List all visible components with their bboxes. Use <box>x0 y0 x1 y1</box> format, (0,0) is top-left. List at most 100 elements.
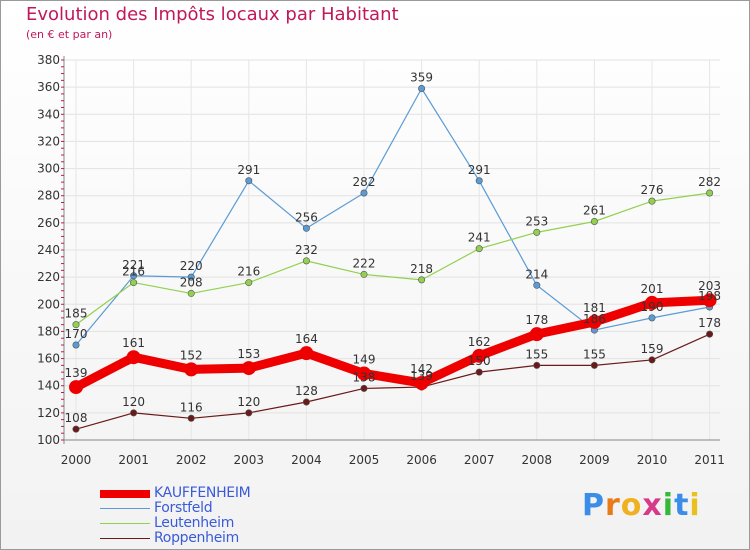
data-point-leutenheim <box>648 197 656 205</box>
legend-label-forstfeld: Forstfeld <box>154 500 213 516</box>
y-tick-label: 160 <box>37 352 60 366</box>
data-point-roppenheim <box>648 356 656 364</box>
data-label-forstfeld: 186 <box>583 312 606 326</box>
data-label-roppenheim: 116 <box>180 400 203 414</box>
legend-label-leutenheim: Leutenheim <box>154 515 235 531</box>
data-point-leutenheim <box>533 228 541 236</box>
data-label-forstfeld: 190 <box>641 300 664 314</box>
data-label-leutenheim: 282 <box>698 175 721 189</box>
chart-title: Evolution des Impôts locaux par Habitant <box>26 4 399 25</box>
data-point-forstfeld <box>72 341 80 349</box>
legend-item-leutenheim: Leutenheim <box>100 515 300 531</box>
series-line-leutenheim <box>75 192 710 326</box>
data-point-forstfeld <box>187 273 195 281</box>
data-label-roppenheim: 138 <box>353 370 376 384</box>
x-tick-label: 2011 <box>694 453 725 467</box>
x-tick-label: 2006 <box>406 453 437 467</box>
data-point-leutenheim <box>360 270 368 278</box>
data-point-forstfeld <box>533 281 541 289</box>
x-tick-label: 2002 <box>176 453 207 467</box>
logo-letter: r <box>605 488 621 523</box>
x-tick-label: 2008 <box>522 453 553 467</box>
data-point-roppenheim <box>706 330 714 338</box>
data-label-forstfeld: 291 <box>468 163 491 177</box>
data-label-roppenheim: 155 <box>525 347 548 361</box>
data-point-kauffenheim <box>645 295 659 310</box>
legend-label-roppenheim: Roppenheim <box>154 530 239 546</box>
data-point-kauffenheim <box>587 314 602 329</box>
data-label-forstfeld: 359 <box>410 71 433 85</box>
y-tick-label: 220 <box>37 270 60 284</box>
data-point-leutenheim <box>130 279 138 287</box>
data-label-kauffenheim: 164 <box>295 332 318 346</box>
series-line-kauffenheim <box>73 295 710 392</box>
data-label-kauffenheim: 153 <box>237 347 260 361</box>
data-label-roppenheim: 178 <box>698 316 721 330</box>
data-label-kauffenheim: 139 <box>65 366 88 380</box>
series-layer <box>69 85 717 433</box>
data-label-leutenheim: 218 <box>410 262 433 276</box>
chart-subtitle: (en € et par an) <box>26 28 113 41</box>
logo-letter: P <box>582 488 605 523</box>
logo-letter: t <box>674 488 690 523</box>
data-label-leutenheim: 216 <box>237 265 260 279</box>
y-tick-label: 180 <box>37 324 60 338</box>
data-label-roppenheim: 155 <box>583 347 606 361</box>
data-point-forstfeld <box>245 177 253 185</box>
y-tick-label: 380 <box>37 53 60 67</box>
data-label-leutenheim: 253 <box>525 214 548 228</box>
data-label-forstfeld: 214 <box>525 267 548 281</box>
data-point-roppenheim <box>590 361 598 369</box>
data-point-roppenheim <box>533 361 541 369</box>
legend-item-roppenheim: Roppenheim <box>100 530 300 546</box>
data-label-leutenheim: 222 <box>353 256 376 270</box>
y-tick-label: 360 <box>37 80 60 94</box>
data-point-kauffenheim <box>184 362 199 377</box>
data-point-leutenheim <box>302 257 310 265</box>
series-line-roppenheim <box>75 333 710 430</box>
data-label-leutenheim: 241 <box>468 231 491 245</box>
legend-item-forstfeld: Forstfeld <box>100 500 300 516</box>
data-point-leutenheim <box>475 245 483 253</box>
data-point-roppenheim <box>475 368 483 376</box>
logo-letter: x <box>642 488 663 523</box>
data-label-roppenheim: 150 <box>468 354 491 368</box>
data-point-leutenheim <box>418 276 426 284</box>
data-label-kauffenheim: 152 <box>180 348 203 362</box>
data-label-roppenheim: 120 <box>122 395 145 409</box>
logo-letter: i <box>662 488 675 523</box>
data-point-forstfeld <box>475 177 483 185</box>
proxiti-logo: Proxiti <box>582 488 701 523</box>
y-tick-label: 140 <box>37 379 60 393</box>
data-label-kauffenheim: 162 <box>468 335 491 349</box>
x-tick-label: 2000 <box>61 453 92 467</box>
data-point-forstfeld <box>302 224 310 232</box>
data-point-kauffenheim <box>357 366 371 381</box>
data-label-roppenheim: 120 <box>237 395 260 409</box>
y-tick-label: 260 <box>37 216 60 230</box>
data-label-roppenheim: 159 <box>641 342 664 356</box>
data-label-kauffenheim: 201 <box>641 282 664 296</box>
data-label-kauffenheim: 178 <box>525 313 548 327</box>
legend-swatch-forstfeld <box>100 508 150 509</box>
legend-swatch-leutenheim <box>100 523 150 524</box>
data-point-roppenheim <box>302 398 310 406</box>
data-label-leutenheim: 276 <box>641 183 664 197</box>
x-tick-label: 2010 <box>637 453 668 467</box>
legend-item-kauffenheim: KAUFFENHEIM <box>100 485 300 501</box>
data-point-leutenheim <box>245 279 253 287</box>
data-label-roppenheim: 139 <box>410 369 433 383</box>
y-tick-label: 300 <box>37 162 60 176</box>
grid-layer <box>64 59 720 441</box>
series-line-forstfeld <box>75 87 710 346</box>
x-tick-label: 2007 <box>464 453 495 467</box>
data-label-kauffenheim: 142 <box>410 362 433 376</box>
data-point-kauffenheim <box>414 376 429 390</box>
x-tick-label: 2004 <box>291 453 322 467</box>
axis-layer: 100 120 140 160 180 200 220 240 260 280 300 320 340 3… <box>37 53 725 467</box>
data-point-kauffenheim <box>69 380 83 395</box>
y-tick-label: 120 <box>37 406 60 420</box>
data-label-forstfeld: 256 <box>295 210 318 224</box>
logo-letter: o <box>620 488 643 523</box>
